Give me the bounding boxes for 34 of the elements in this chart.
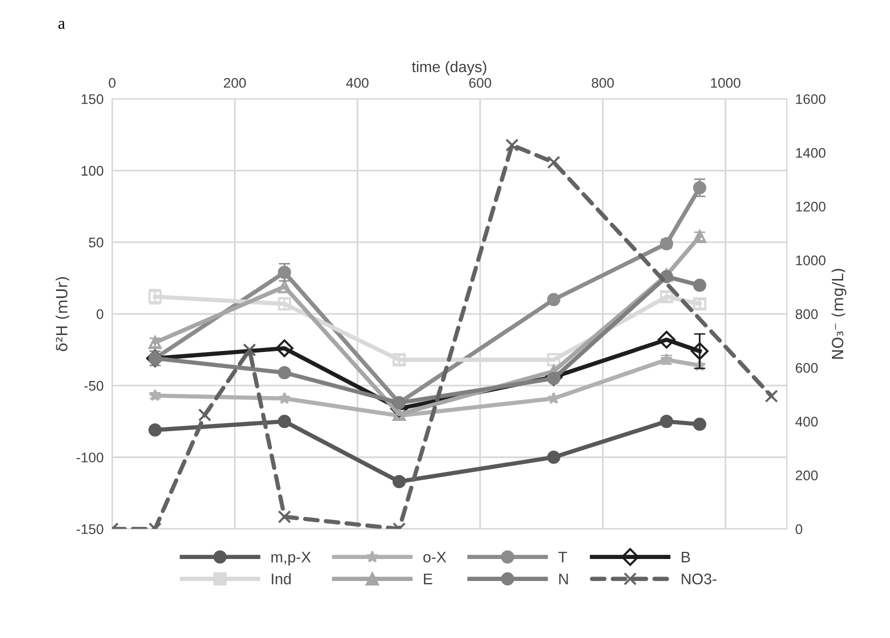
y-tick-label: -50 [84, 380, 104, 391]
legend-label: T [558, 552, 567, 562]
x-tick-label: 400 [346, 78, 368, 88]
x-tick-label: 0 [108, 78, 116, 88]
x-tick-label: 200 [224, 78, 246, 88]
legend-label: m,p-X [271, 552, 311, 566]
y2-axis-title: NO₃⁻ (mg/L) [832, 268, 846, 359]
legend-label: NO3- [682, 574, 716, 584]
y-tick-label: 150 [82, 94, 104, 104]
y2-tick-label: 0 [796, 524, 802, 534]
legend-label: o-X [423, 552, 446, 562]
y2-tick-label: 1000 [796, 255, 826, 266]
x-axis-title: time (days) [412, 60, 486, 76]
x-tick-label: 800 [592, 78, 614, 88]
y2-tick-label: 600 [796, 362, 818, 373]
y2-tick-label: 400 [795, 416, 818, 427]
x-tick-label: 600 [469, 78, 492, 88]
y2-tick-label: 1400 [796, 148, 826, 158]
legend-label: N [559, 574, 568, 584]
y2-tick-label: 1200 [796, 202, 826, 212]
y-tick-label: -100 [76, 452, 104, 462]
legend-label: B [682, 552, 690, 562]
legend-label: E [424, 574, 432, 584]
y2-tick-label: 1600 [796, 94, 826, 104]
y2-tick-label: 800 [796, 309, 818, 320]
y-axis-title: δ²H (mUr) [56, 277, 70, 352]
x-tick-label: 1000 [711, 78, 740, 88]
y-tick-label: 0 [96, 309, 104, 320]
y-tick-label: 100 [82, 166, 104, 176]
text: a [58, 20, 66, 29]
y-tick-label: 50 [88, 238, 104, 248]
legend-label: Ind [272, 573, 291, 584]
y-tick-label: -150 [76, 524, 104, 534]
y2-tick-label: 200 [796, 470, 818, 480]
